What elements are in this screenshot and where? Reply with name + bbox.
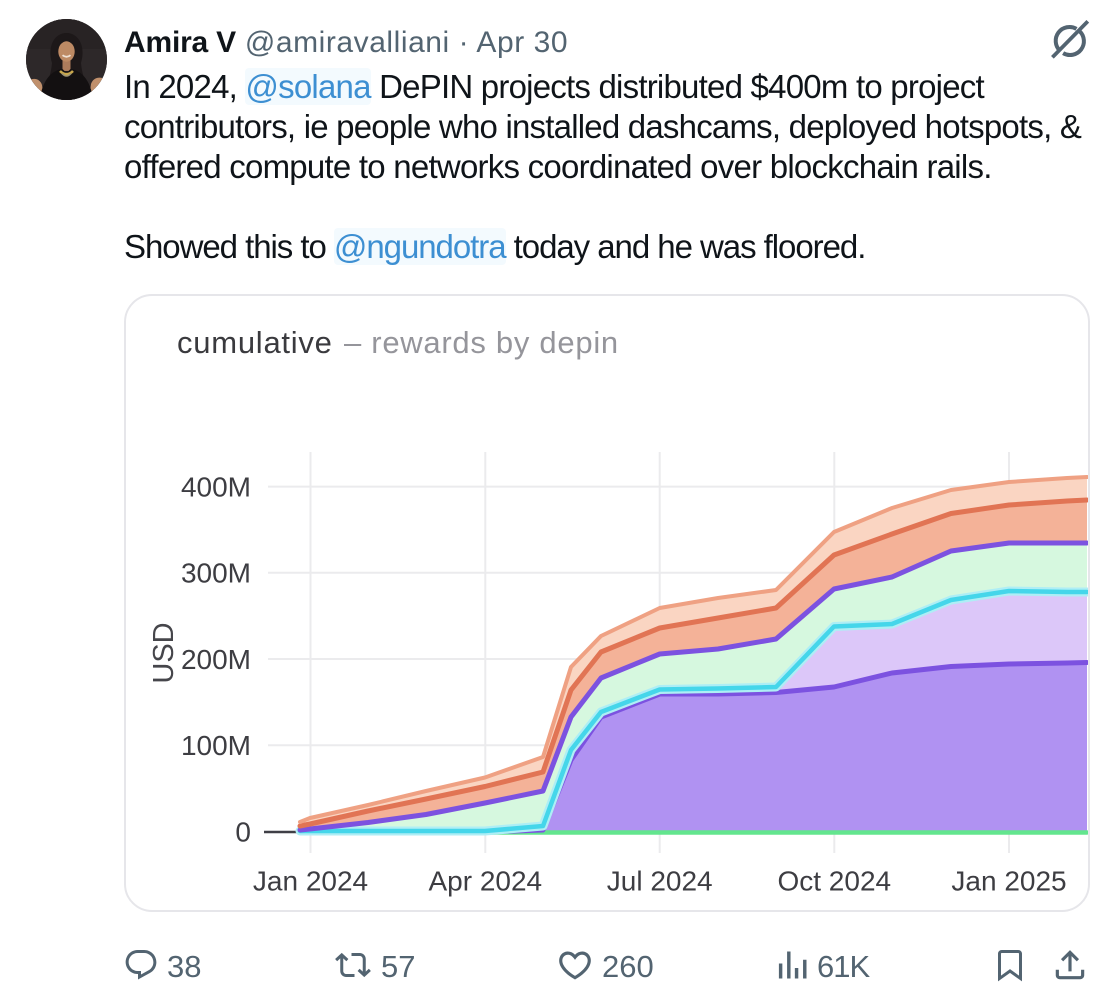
svg-text:400M: 400M — [181, 471, 251, 502]
svg-text:300M: 300M — [181, 558, 251, 589]
svg-text:USD: USD — [148, 622, 180, 683]
svg-text:Apr 2024: Apr 2024 — [428, 866, 542, 897]
svg-text:Jul 2024: Jul 2024 — [607, 866, 713, 897]
svg-text:0: 0 — [235, 816, 251, 847]
svg-text:– rewards by depin: – rewards by depin — [344, 325, 619, 360]
svg-text:cumulative: cumulative — [177, 325, 333, 360]
svg-text:Oct 2024: Oct 2024 — [777, 866, 891, 897]
svg-text:200M: 200M — [181, 644, 251, 675]
svg-text:100M: 100M — [181, 730, 251, 761]
svg-text:Jan 2025: Jan 2025 — [951, 866, 1066, 897]
svg-text:Jan 2024: Jan 2024 — [253, 866, 368, 897]
